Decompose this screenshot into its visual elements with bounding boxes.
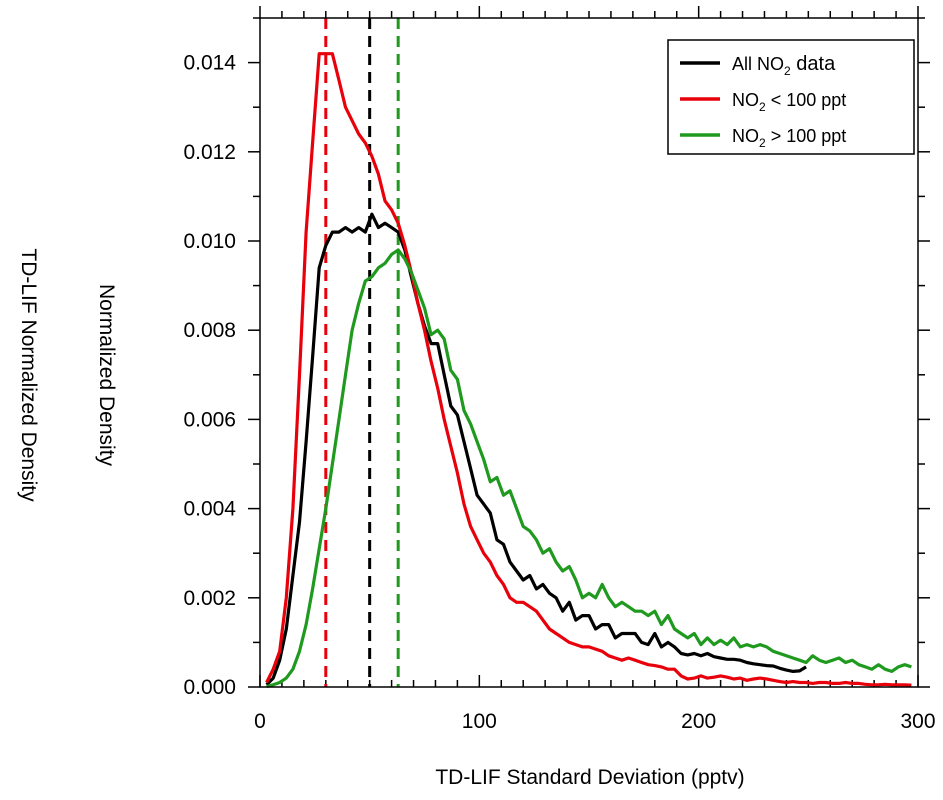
x-tick-label: 100 bbox=[462, 710, 497, 733]
y-tick-label: 0.012 bbox=[183, 141, 236, 164]
y-axis-title: Normalized Density bbox=[95, 284, 118, 467]
y-tick-label: 0.002 bbox=[183, 587, 236, 610]
legend-label: NO2 < 100 ppt bbox=[732, 90, 846, 114]
y-tick-label: 0.014 bbox=[183, 52, 236, 75]
y-tick-label: 0.010 bbox=[183, 230, 236, 253]
series-line bbox=[265, 52, 912, 687]
x-axis-title: TD-LIF Standard Deviation (pptv) bbox=[435, 766, 744, 789]
x-tick-label: 0 bbox=[254, 710, 266, 733]
legend-label: NO2 > 100 ppt bbox=[732, 126, 846, 150]
y-tick-label: 0.008 bbox=[183, 319, 236, 342]
legend-label: All NO2 data bbox=[732, 53, 836, 78]
median-markers bbox=[324, 18, 400, 687]
series-lines bbox=[265, 52, 912, 689]
x-tick-label: 300 bbox=[900, 710, 935, 733]
y-tick-label: 0.000 bbox=[183, 676, 236, 699]
series-line bbox=[266, 248, 912, 689]
plot-frame bbox=[259, 17, 919, 688]
legend: All NO2 data NO2 < 100 ppt NO2 > 100 ppt bbox=[667, 39, 915, 155]
tick-labels: 0 100 200 300 0.000 0.002 0.004 0.006 0.008 0.010… bbox=[183, 52, 935, 733]
y-axis-title-outer: TD-LIF Normalized Density bbox=[17, 248, 40, 502]
y-tick-label: 0.006 bbox=[183, 408, 236, 431]
series-line bbox=[265, 212, 807, 686]
y-tick-label: 0.004 bbox=[183, 498, 236, 521]
x-tick-label: 200 bbox=[681, 710, 716, 733]
